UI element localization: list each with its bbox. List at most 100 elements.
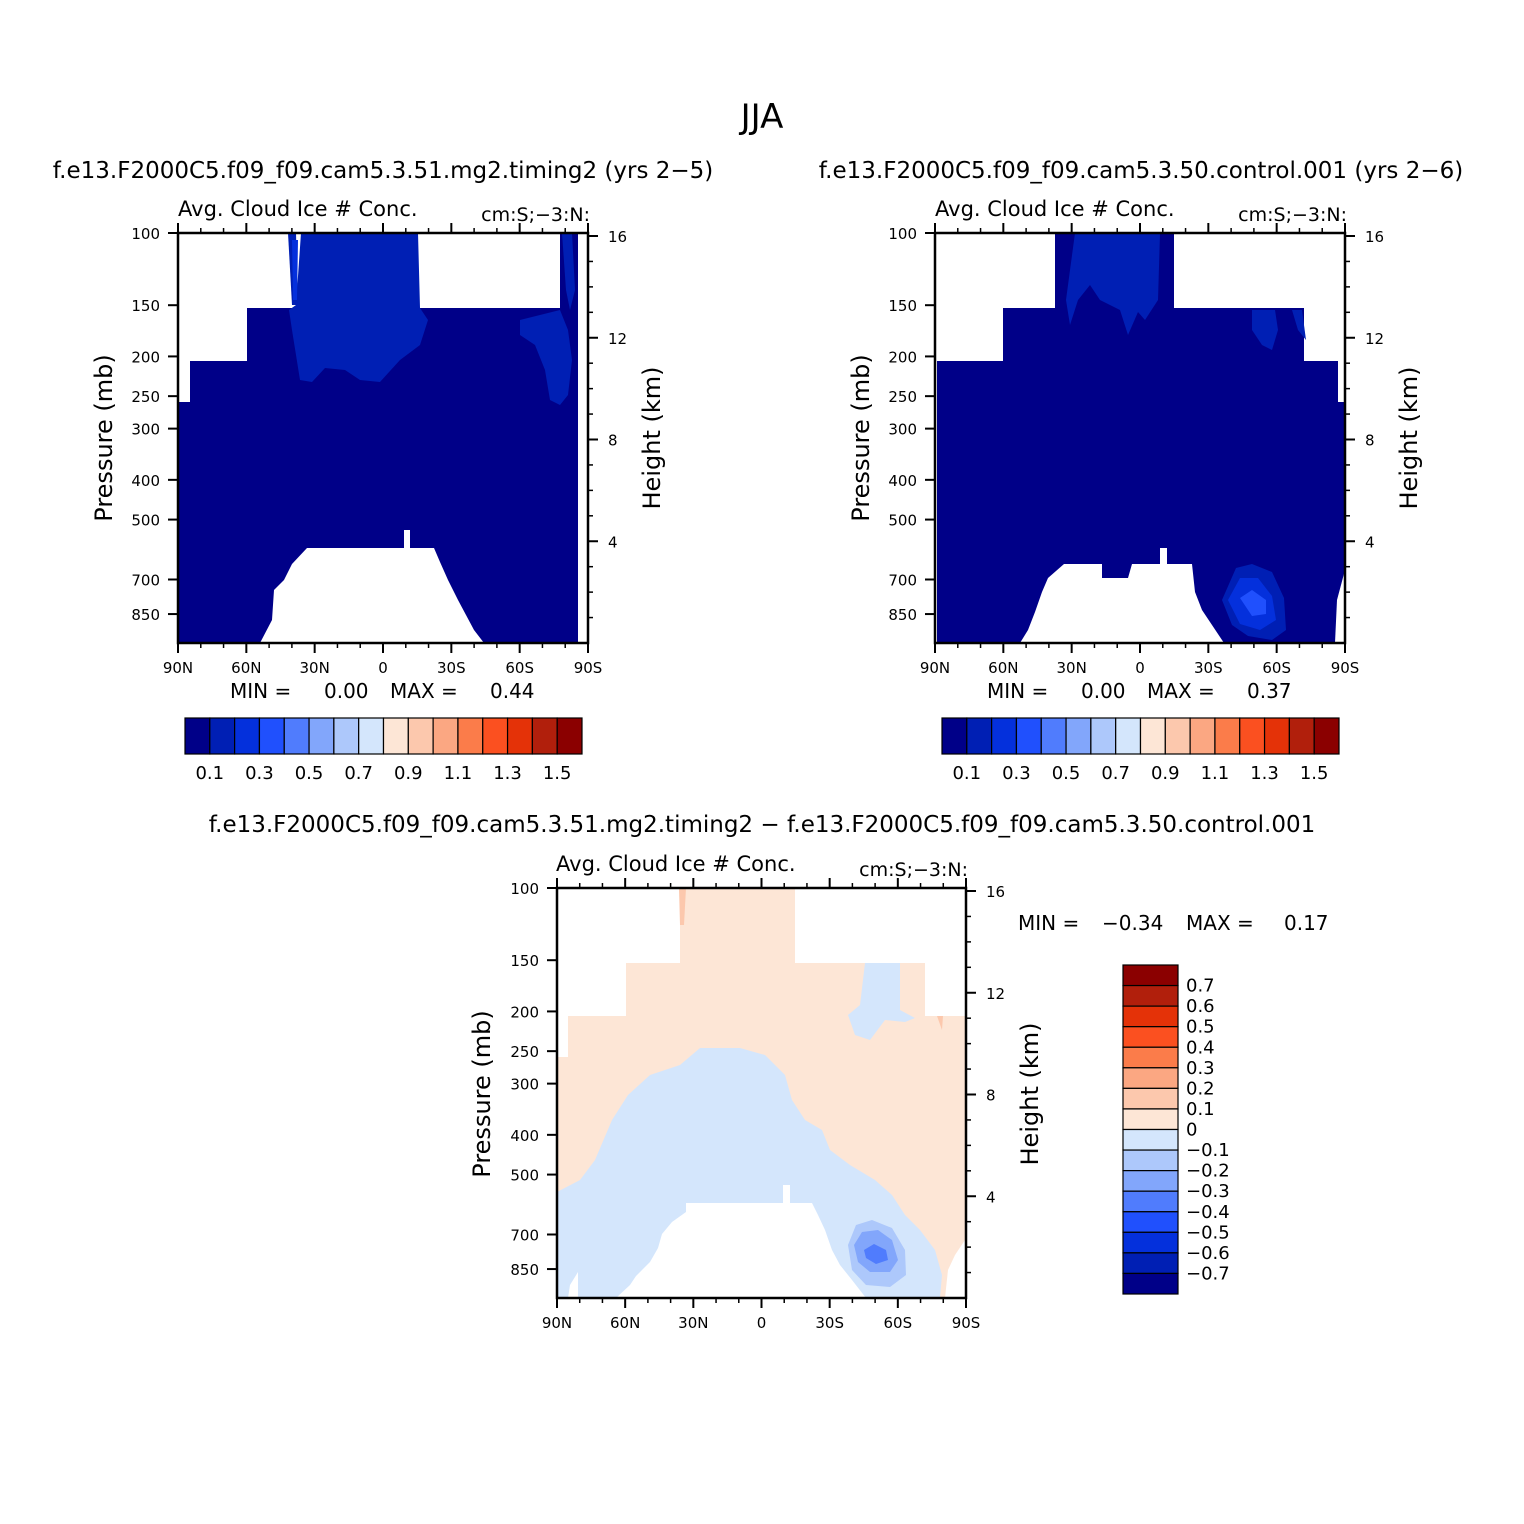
- y-tick-label: 200: [510, 1003, 539, 1021]
- x-tick-label: 30S: [437, 659, 466, 677]
- colorbar-swatch: [482, 717, 509, 755]
- colorbar-swatch: [1122, 984, 1179, 1007]
- colorbar-swatch: [1122, 1170, 1179, 1192]
- min-value: 0.00: [1081, 679, 1126, 703]
- y2-tick-label: 12: [608, 330, 627, 348]
- colorbar-swatch: [1122, 1211, 1179, 1233]
- y2-axis-label: Height (km): [1016, 1023, 1044, 1166]
- colorbar-label: 0.7: [1101, 763, 1130, 784]
- min-value: −0.34: [1102, 911, 1163, 935]
- y-tick-label: 300: [510, 1076, 539, 1094]
- colorbar-label: 0.3: [1002, 763, 1031, 784]
- x-tick-label: 90S: [574, 659, 603, 677]
- y-tick-label: 100: [888, 225, 917, 243]
- x-tick-label: 30N: [300, 659, 330, 677]
- units-label: cm:S;−3:N:: [859, 859, 968, 881]
- colorbar-swatch: [966, 717, 993, 755]
- colorbar: 0.1 0.3 0.5 0.7 0.9 1.1 1.3 1.5: [941, 717, 1340, 784]
- colorbar-swatch: [1239, 717, 1266, 755]
- colorbar-swatch: [457, 717, 484, 755]
- y2-tick-label: 16: [608, 228, 627, 246]
- colorbar-label: 0.6: [1186, 996, 1215, 1017]
- y2-axis-label: Height (km): [1395, 367, 1423, 510]
- contour-fill-negative: [557, 963, 942, 1298]
- topography-mask: [1020, 548, 1345, 643]
- y-tick-label: 150: [131, 297, 160, 315]
- colorbar-swatch: [333, 717, 360, 755]
- panel-title: f.e13.F2000C5.f09_f09.cam5.3.50.control.…: [819, 158, 1463, 184]
- y-tick-label: 700: [131, 571, 160, 589]
- y-tick-label: 500: [510, 1167, 539, 1185]
- panel-control: f.e13.F2000C5.f09_f09.cam5.3.50.control.…: [819, 158, 1463, 784]
- colorbar-swatch: [1214, 717, 1241, 755]
- y-axis-label: Pressure (mb): [90, 354, 118, 521]
- contour-fill-neg4: [864, 1244, 888, 1264]
- colorbar-swatch: [531, 717, 558, 755]
- colorbar-swatch: [1015, 717, 1042, 755]
- y-tick-label: 850: [888, 606, 917, 624]
- y2-tick-label: 12: [986, 985, 1005, 1003]
- x-tick-label: 30S: [815, 1314, 844, 1332]
- colorbar-label: 0.5: [1186, 1017, 1215, 1038]
- min-value: 0.00: [324, 679, 369, 703]
- panel-model-timing2: f.e13.F2000C5.f09_f09.cam5.3.51.mg2.timi…: [53, 158, 714, 784]
- colorbar-swatch: [283, 717, 310, 755]
- units-label: cm:S;−3:N:: [1238, 204, 1347, 226]
- colorbar-label: 0.9: [394, 763, 423, 784]
- x-tick-label: 60S: [1262, 659, 1291, 677]
- y2-tick-label: 8: [608, 432, 618, 450]
- colorbar-label: −0.1: [1186, 1140, 1230, 1161]
- colorbar-swatch: [1263, 717, 1290, 755]
- y-tick-label: 850: [510, 1261, 539, 1279]
- colorbar-swatch: [941, 717, 968, 755]
- y-tick-label: 500: [131, 512, 160, 530]
- y-tick-label: 250: [510, 1043, 539, 1061]
- y2-tick-label: 8: [986, 1087, 996, 1105]
- colorbar-swatch: [1122, 1087, 1179, 1110]
- max-value: 0.37: [1247, 679, 1292, 703]
- topography-mask: [568, 1185, 965, 1298]
- colorbar-swatch: [308, 717, 335, 755]
- y2-tick-label: 16: [1365, 228, 1384, 246]
- colorbar-label: 0.5: [1052, 763, 1081, 784]
- contour-fill-upper: [288, 233, 575, 405]
- colorbar-swatch: [184, 717, 211, 755]
- colorbar-swatch: [1288, 717, 1315, 755]
- min-label: MIN =: [230, 679, 291, 703]
- colorbar-label: 0.3: [1186, 1058, 1215, 1079]
- x-tick-label: 60N: [231, 659, 261, 677]
- units-label: cm:S;−3:N:: [481, 204, 590, 226]
- figure-title: JJA: [739, 97, 784, 137]
- variable-label: Avg. Cloud Ice # Conc.: [935, 197, 1175, 221]
- max-value: 0.44: [490, 679, 535, 703]
- colorbar-swatch: [1122, 1252, 1179, 1275]
- colorbar-swatch: [1122, 1046, 1179, 1069]
- y2-tick-label: 8: [1365, 432, 1375, 450]
- colorbar-swatch: [1122, 1026, 1179, 1048]
- x-tick-label: 60S: [505, 659, 534, 677]
- panel-title: f.e13.F2000C5.f09_f09.cam5.3.51.mg2.timi…: [209, 812, 1316, 838]
- panel-difference: f.e13.F2000C5.f09_f09.cam5.3.51.mg2.timi…: [209, 812, 1329, 1332]
- colorbar-label: 0.7: [1186, 976, 1215, 997]
- x-tick-label: 60S: [884, 1314, 913, 1332]
- colorbar-label: 1.1: [1201, 763, 1230, 784]
- y-tick-label: 250: [888, 388, 917, 406]
- colorbar-swatch: [506, 717, 533, 755]
- contour-field: [178, 233, 588, 643]
- contour-fill-base: [937, 233, 1345, 643]
- colorbar-swatch: [432, 717, 459, 755]
- colorbar-swatch: [1065, 717, 1092, 755]
- x-tick-label: 90N: [163, 659, 193, 677]
- colorbar-swatch: [1122, 1272, 1179, 1295]
- colorbar-swatch: [1122, 1108, 1179, 1131]
- axes: 90N 60N 30N 0 30S 60S 90S 100 150 200 250 300 400 500…: [510, 878, 1005, 1332]
- contour-fill-base: [178, 233, 578, 643]
- colorbar-label: −0.6: [1186, 1243, 1230, 1264]
- max-label: MAX =: [390, 679, 458, 703]
- colorbar-label: 1.5: [1300, 763, 1329, 784]
- colorbar-label: 0: [1186, 1120, 1197, 1141]
- y2-tick-label: 12: [1365, 330, 1384, 348]
- colorbar-label: −0.5: [1186, 1222, 1230, 1243]
- y-tick-label: 300: [888, 421, 917, 439]
